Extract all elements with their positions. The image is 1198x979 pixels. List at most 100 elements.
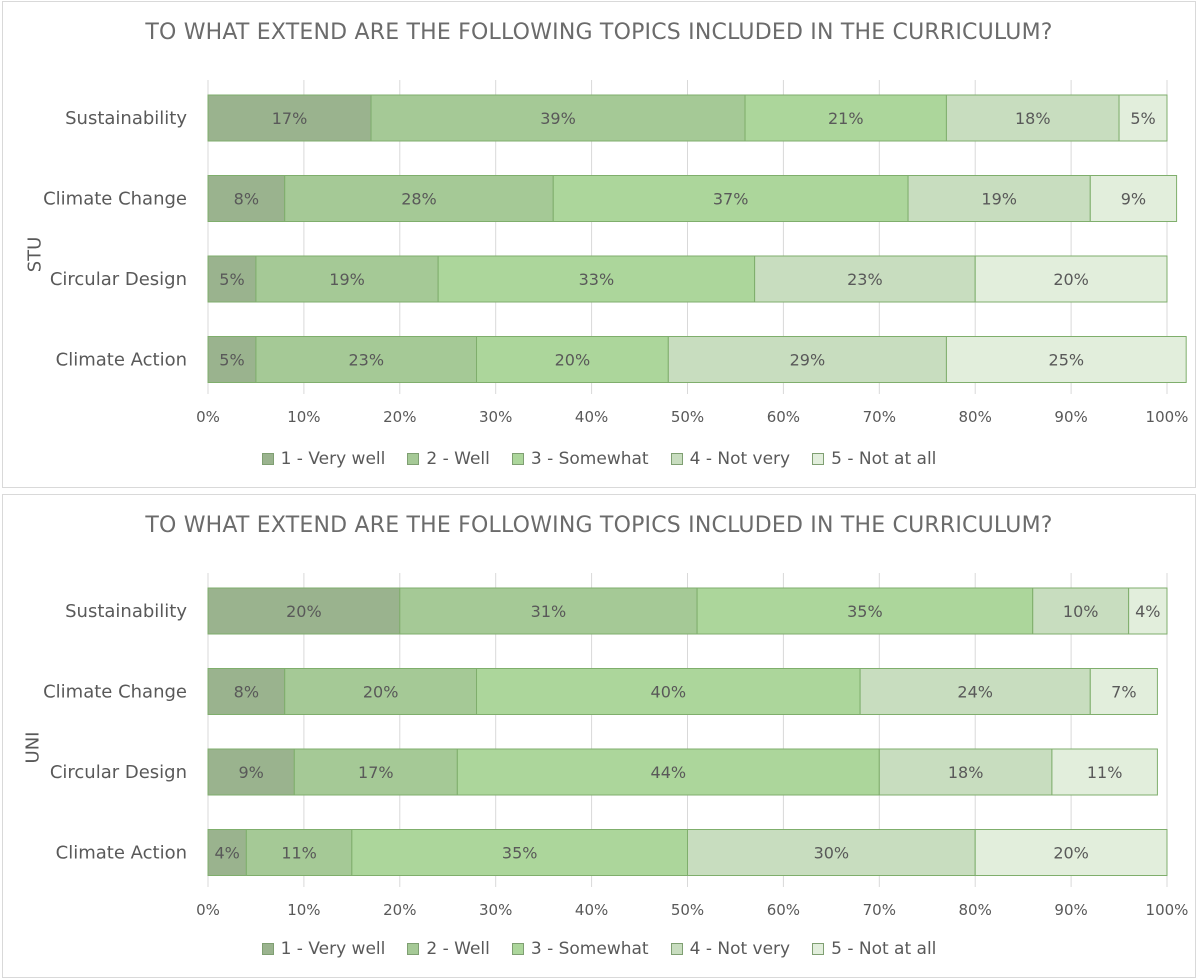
legend-label: 1 - Very well <box>280 449 386 469</box>
x-tick-label: 70% <box>863 901 896 919</box>
x-tick-label: 40% <box>575 408 608 426</box>
data-label: 37% <box>713 190 749 209</box>
legend-label: 2 - Well <box>426 939 490 959</box>
data-label: 5% <box>219 351 244 370</box>
category-label: Climate Change <box>43 682 187 703</box>
legend-label: 5 - Not at all <box>831 939 937 959</box>
data-label: 18% <box>948 763 984 782</box>
bar-segment <box>878 748 1053 796</box>
legend-swatch <box>407 943 420 955</box>
chart-legend: 1 - Very well 2 - Well 3 - Somewhat 4 - … <box>3 449 1195 469</box>
legend-item-not-very: 4 - Not very <box>670 449 791 469</box>
legend-swatch <box>812 943 825 955</box>
uni-chart-panel: TO WHAT EXTEND ARE THE FOLLOWING TOPICS … <box>2 494 1196 978</box>
legend-label: 2 - Well <box>426 449 490 469</box>
bar-segment <box>859 668 1091 715</box>
category-label: Climate Action <box>56 843 187 864</box>
data-label: 11% <box>281 844 317 863</box>
bar-segment <box>437 255 756 303</box>
x-tick-label: 20% <box>383 901 416 919</box>
bar-segment <box>456 748 880 796</box>
data-label: 4% <box>214 844 239 863</box>
legend-item-somewhat: 3 - Somewhat <box>511 939 649 959</box>
x-tick-label: 80% <box>959 901 992 919</box>
category-label: Circular Design <box>50 269 187 290</box>
data-label: 35% <box>502 844 538 863</box>
data-label: 8% <box>234 683 259 702</box>
x-tick-label: 80% <box>959 408 992 426</box>
legend-swatch <box>407 453 420 465</box>
data-label: 40% <box>651 683 687 702</box>
legend-label: 4 - Not very <box>689 939 791 959</box>
legend-label: 3 - Somewhat <box>530 939 649 959</box>
x-tick-label: 60% <box>767 901 800 919</box>
data-label: 20% <box>1053 270 1089 289</box>
bar-segment <box>207 668 286 715</box>
x-tick-label: 100% <box>1146 408 1189 426</box>
stu-plot-area: 0% 10% 20% 30% 40% 50% 60% 70% 80% 90% 100% Sustain… <box>43 80 1189 426</box>
bar-segment <box>207 175 286 222</box>
bar-segment <box>207 829 247 876</box>
bar-segment <box>552 175 909 222</box>
data-label: 20% <box>1053 844 1089 863</box>
data-label: 19% <box>329 270 365 289</box>
x-tick-label: 10% <box>287 408 320 426</box>
chart-legend: 1 - Very well 2 - Well 3 - Somewhat 4 - … <box>3 939 1195 959</box>
bar-segment <box>255 255 439 303</box>
legend-label: 1 - Very well <box>280 939 386 959</box>
x-tick-label: 60% <box>767 408 800 426</box>
data-label: 35% <box>847 602 883 621</box>
bar-segment <box>1118 94 1168 142</box>
bar-segment <box>1089 175 1178 222</box>
data-label: 24% <box>957 683 993 702</box>
x-tick-label: 90% <box>1054 408 1087 426</box>
legend-item-very-well: 1 - Very well <box>261 939 386 959</box>
bar-segment <box>687 829 976 876</box>
legend-item-not-at-all: 5 - Not at all <box>812 939 936 959</box>
bar-segment <box>284 668 478 715</box>
data-label: 21% <box>828 109 864 128</box>
uni-plot-area: 0% 10% 20% 30% 40% 50% 60% 70% 80% 90% 100% Sustain… <box>43 573 1188 919</box>
data-label: 5% <box>219 270 244 289</box>
data-label: 7% <box>1111 683 1136 702</box>
bar-segment <box>284 175 554 222</box>
bar-segment <box>207 255 257 303</box>
legend-swatch <box>670 943 683 955</box>
bar-segment <box>907 175 1091 222</box>
data-label: 10% <box>1063 602 1099 621</box>
legend-item-not-at-all: 5 - Not at all <box>812 449 936 469</box>
bar-segment <box>974 829 1168 876</box>
legend-item-not-very: 4 - Not very <box>670 939 791 959</box>
x-tick-label: 30% <box>479 901 512 919</box>
bar-segment <box>1089 668 1158 715</box>
data-label: 33% <box>579 270 615 289</box>
data-label: 25% <box>1049 351 1085 370</box>
legend-swatch <box>261 943 274 955</box>
bar-segment <box>974 255 1168 303</box>
chart-title: TO WHAT EXTEND ARE THE FOLLOWING TOPICS … <box>145 513 1053 538</box>
data-label: 9% <box>1121 190 1146 209</box>
category-label: Climate Action <box>56 350 187 371</box>
legend-label: 3 - Somewhat <box>530 449 649 469</box>
bar-segment <box>207 587 401 635</box>
bar-segment <box>1051 748 1158 796</box>
bar-segment <box>351 829 688 876</box>
data-label: 20% <box>363 683 399 702</box>
data-label: 18% <box>1015 109 1051 128</box>
data-label: 31% <box>531 602 567 621</box>
data-label: 23% <box>348 351 384 370</box>
category-label: Sustainability <box>65 108 187 129</box>
legend-swatch <box>261 453 274 465</box>
bar-segment <box>744 94 947 142</box>
category-label: Circular Design <box>50 762 187 783</box>
category-label: Sustainability <box>65 601 187 622</box>
bar-segment <box>476 336 669 383</box>
data-label: 17% <box>358 763 394 782</box>
data-label: 4% <box>1135 602 1160 621</box>
data-label: 19% <box>981 190 1017 209</box>
x-tick-label: 50% <box>671 901 704 919</box>
legend-label: 4 - Not very <box>689 449 791 469</box>
legend-swatch <box>511 943 524 955</box>
bar-segment <box>754 255 976 303</box>
data-label: 20% <box>555 351 591 370</box>
